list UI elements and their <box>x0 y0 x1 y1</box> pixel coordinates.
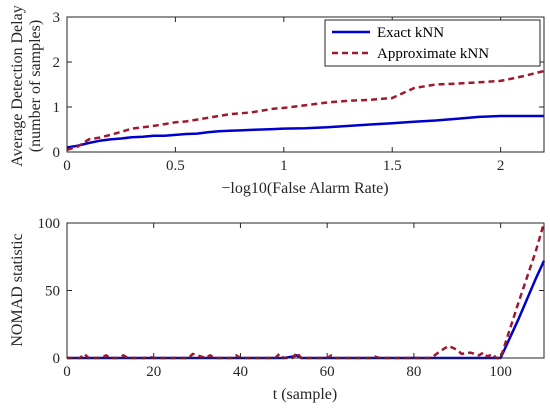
bottom-panel-x-axis-label: t (sample) <box>273 386 337 403</box>
top-panel-ticks: 0 0.5 1 1.5 2 0 1 2 3 <box>53 10 544 174</box>
y-tick-label: 2 <box>53 55 61 71</box>
y-tick-label: 0 <box>53 145 61 161</box>
series-line-exact-knn-panel-1 <box>67 260 546 360</box>
legend: Exact kNN Approximate kNN <box>324 19 541 67</box>
x-tick-label: 60 <box>320 364 335 380</box>
x-tick-label: 20 <box>146 364 161 380</box>
top-panel-series-lines <box>66 69 545 151</box>
bottom-panel-axes-box <box>66 222 545 359</box>
x-tick-label: 0 <box>63 364 71 380</box>
x-tick-label: 100 <box>489 364 512 380</box>
legend-box <box>324 19 541 67</box>
bottom-panel-y-axis-label: NOMAD statistic <box>9 233 26 346</box>
series-line-approximate-knn-panel-0 <box>66 69 545 151</box>
y-tick-label: 1 <box>53 100 61 116</box>
x-tick-label: 40 <box>233 364 248 380</box>
x-tick-label: 0.5 <box>166 158 185 174</box>
x-tick-label: 0 <box>63 158 71 174</box>
y-tick-label: 50 <box>45 284 60 300</box>
legend-label-approximate-knn: Approximate kNN <box>377 46 489 62</box>
top-panel-x-axis-label: −log10(False Alarm Rate) <box>221 180 388 197</box>
top-panel-y-axis-label-line2: (number of samples) <box>27 20 44 152</box>
bottom-panel-nomad-statistic: 0 20 40 60 80 100 0 50 100 t (sample) NOMAD stat… <box>9 216 546 403</box>
x-tick-label: 1 <box>280 158 288 174</box>
y-tick-label: 3 <box>53 10 61 26</box>
bottom-panel-ticks: 0 20 40 60 80 100 0 50 100 <box>38 216 544 380</box>
series-line-exact-knn-panel-0 <box>66 114 544 149</box>
x-tick-label: 80 <box>406 364 421 380</box>
bottom-panel-series-lines <box>67 222 546 360</box>
y-tick-label: 0 <box>53 351 61 367</box>
legend-label-exact-knn: Exact kNN <box>377 25 444 41</box>
y-tick-label: 100 <box>38 216 61 232</box>
top-panel-y-axis-label-line1: Average Detection Delay <box>9 5 26 166</box>
x-tick-label: 2 <box>497 158 505 174</box>
top-panel-axes-box <box>66 16 545 153</box>
x-tick-label: 1.5 <box>383 158 402 174</box>
series-line-approximate-knn-panel-1 <box>67 222 546 360</box>
